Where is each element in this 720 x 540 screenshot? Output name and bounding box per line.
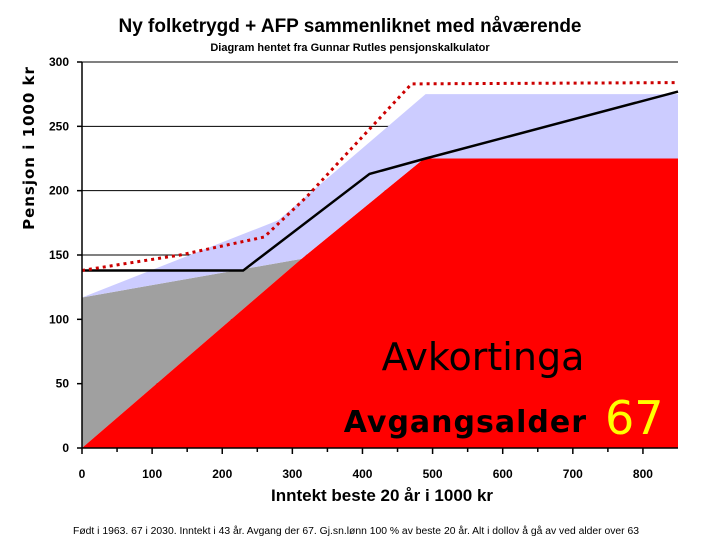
y-tick-label-150: 150 — [49, 248, 69, 262]
annotation-age: 67 — [605, 391, 664, 445]
chart-title: Ny folketrygd + AFP sammenliknet med nåv… — [118, 16, 581, 37]
y-tick-labels: 0 50 100 150 200 250 300 — [49, 55, 69, 455]
chart-areas — [82, 94, 678, 448]
x-tick-label-600: 600 — [493, 467, 513, 481]
x-tick-labels: 0 100 200 300 400 500 600 700 800 — [79, 467, 654, 481]
chart-axes — [77, 61, 678, 454]
x-tick-label-700: 700 — [563, 467, 583, 481]
y-tick-label-200: 200 — [49, 184, 69, 198]
y-tick-label-300: 300 — [49, 55, 69, 69]
y-tick-label-250: 250 — [49, 119, 69, 133]
x-tick-label-800: 800 — [633, 467, 653, 481]
area-band — [82, 94, 678, 298]
x-tick-label-500: 500 — [423, 467, 443, 481]
chart-lines — [81, 81, 679, 272]
x-tick-label-200: 200 — [212, 467, 232, 481]
chart-subtitle: Diagram hentet fra Gunnar Rutles pensjon… — [210, 42, 490, 54]
x-tick-label-400: 400 — [352, 467, 372, 481]
x-tick-label-300: 300 — [282, 467, 302, 481]
area-series-1 — [82, 158, 678, 448]
annotation-avgangsalder: Avgangsalder — [344, 405, 587, 440]
y-tick-label-0: 0 — [62, 441, 69, 455]
x-tick-label-100: 100 — [142, 467, 162, 481]
y-axis-label: Pensjon i 1000 kr — [20, 66, 38, 230]
x-axis-label: Inntekt beste 20 år i 1000 kr — [271, 486, 493, 505]
footnote: Født i 1963. 67 i 2030. Inntekt i 43 år.… — [73, 525, 639, 537]
annotation-avkortinga: Avkortinga — [382, 335, 585, 379]
y-tick-label-100: 100 — [49, 312, 69, 326]
x-tick-label-0: 0 — [79, 467, 86, 481]
line-series-3 — [82, 90, 679, 272]
y-tick-label-50: 50 — [56, 377, 70, 391]
dotted-series-4 — [81, 81, 679, 272]
